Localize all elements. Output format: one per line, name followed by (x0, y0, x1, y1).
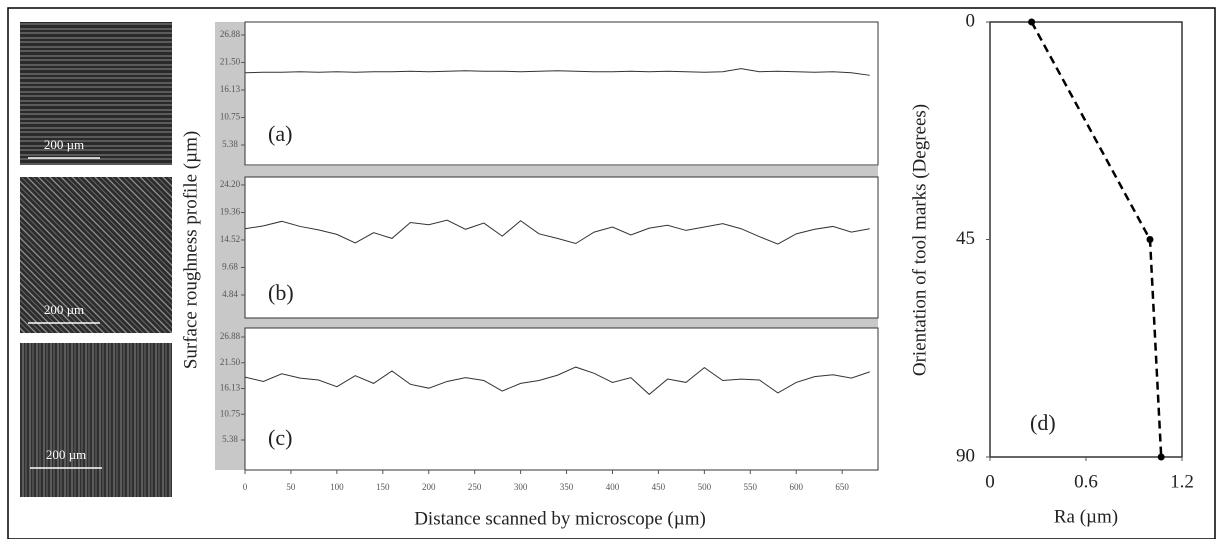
y-tick-label: 45 (956, 228, 975, 249)
x-tick-label: 1.2 (1170, 471, 1194, 492)
y-tick-label: 24.20 (220, 179, 241, 189)
panel-label: (a) (268, 121, 292, 146)
point (1028, 18, 1036, 26)
micrograph (20, 177, 172, 333)
scale-bar-label: 200 µm (44, 137, 84, 152)
panel-label: (b) (268, 280, 294, 305)
y-tick-label: 26.88 (220, 331, 241, 341)
scale-bars (28, 157, 102, 469)
y-tick-label: 16.13 (220, 84, 241, 94)
micrograph (20, 343, 172, 497)
x-tick-label: 150 (376, 482, 390, 492)
y-tick-label: 16.13 (220, 383, 241, 393)
plot-frame (244, 176, 879, 319)
tick-strip (215, 22, 245, 470)
y-tick-label: 90 (956, 445, 975, 466)
y-tick-label: 21.50 (220, 57, 241, 67)
y-tick-label: 26.88 (220, 29, 241, 39)
y-tick-label: 9.68 (222, 262, 238, 272)
x-tick-label: 500 (698, 482, 712, 492)
y-tick-label: 4.84 (222, 289, 238, 299)
y-tick-label: 10.75 (220, 408, 241, 418)
x-tick-label: 0.6 (1074, 471, 1098, 492)
figure-border (7, 7, 1216, 539)
panel-label: (c) (268, 425, 292, 450)
y-tick-label: 5.38 (222, 434, 238, 444)
point (1157, 453, 1165, 461)
y-tick-label: 0 (966, 10, 976, 31)
x-tick-label: 50 (286, 482, 296, 492)
x-tick-label: 350 (560, 482, 574, 492)
y-tick-label: 14.52 (220, 234, 240, 244)
plot-frame (244, 21, 879, 166)
x-tick-label: 300 (514, 482, 528, 492)
ruler-strip (245, 318, 878, 328)
profile-line (244, 219, 870, 245)
x-tick-label: 0 (985, 471, 995, 492)
y-tick-label: 10.75 (220, 112, 241, 122)
panel-label: (d) (1030, 410, 1056, 435)
x-tick-label: 0 (243, 482, 248, 492)
micrograph (20, 22, 172, 165)
profile-line (244, 68, 870, 76)
x-tick-label: 600 (789, 482, 803, 492)
x-tick-label: 550 (744, 482, 758, 492)
y-tick-label: 19.36 (220, 207, 241, 217)
x-axis-label: Distance scanned by microscope (µm) (414, 508, 706, 529)
y-axis-label: Orientation of tool marks (Degrees) (909, 104, 930, 376)
x-tick-label: 100 (330, 482, 344, 492)
scale-bar-label: 200 µm (46, 447, 86, 462)
ruler-strip (245, 166, 878, 177)
x-axis-label: Ra (µm) (1054, 506, 1118, 527)
y-axis-label: Surface roughness profile (µm) (180, 131, 201, 369)
x-tick-label: 650 (835, 482, 849, 492)
x-tick-label: 200 (422, 482, 436, 492)
y-tick-label: 21.50 (220, 357, 241, 367)
x-tick-label: 400 (606, 482, 620, 492)
plot-frame (244, 327, 879, 471)
x-tick-label: 450 (652, 482, 666, 492)
y-tick-label: 5.38 (222, 139, 238, 149)
point (1146, 236, 1154, 243)
x-tick-label: 250 (468, 482, 482, 492)
profile-line (244, 366, 870, 396)
scale-bar-label: 200 µm (44, 302, 84, 317)
